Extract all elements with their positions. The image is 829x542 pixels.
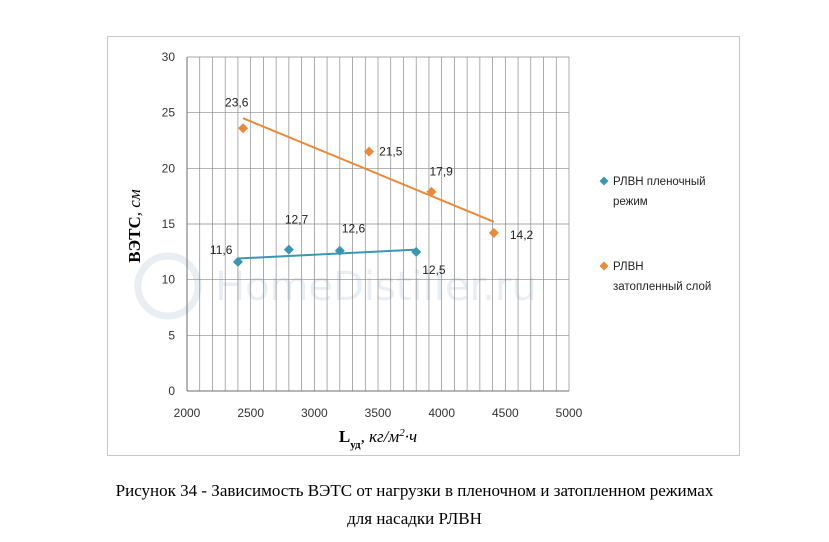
legend-marker-series-1: [599, 176, 609, 186]
watermark-text: HomeDistiller.ru: [215, 264, 537, 310]
legend-label: режим: [613, 196, 648, 208]
data-point-series-2: [488, 227, 499, 238]
data-point-series-1: [334, 245, 345, 256]
x-tick-label: 2500: [237, 406, 264, 420]
data-label: 14,2: [510, 228, 534, 242]
data-point-series-1: [411, 246, 422, 257]
x-tick-label: 3500: [365, 406, 392, 420]
x-tick-label: 4000: [428, 406, 455, 420]
data-point-series-1: [283, 244, 294, 255]
data-label: 12,7: [285, 213, 309, 227]
y-tick-label: 0: [168, 384, 175, 398]
data-label: 12,6: [342, 222, 366, 236]
data-label: 11,6: [210, 243, 233, 257]
y-tick-label: 25: [162, 106, 176, 120]
data-point-series-2: [364, 146, 375, 157]
x-tick-label: 4500: [492, 406, 519, 420]
data-point-series-1: [232, 256, 243, 267]
trendline-series-2: [242, 117, 495, 223]
y-axis-title: ВЭТС, см: [125, 189, 144, 263]
legend-marker-series-2: [599, 261, 609, 271]
data-label: 21,5: [379, 145, 403, 159]
data-point-series-2: [238, 123, 249, 134]
chart-svg: HomeDistiller.ru 2000 2500 3000 3500 4000 4500…: [125, 50, 711, 451]
legend-label: РЛВН: [613, 261, 644, 273]
data-label: 17,9: [429, 165, 453, 179]
y-tick-label: 20: [162, 161, 176, 175]
data-point-series-2: [426, 186, 437, 197]
y-tick-label: 30: [162, 50, 176, 64]
x-tick-label: 2000: [174, 406, 201, 420]
y-tick-label: 10: [162, 273, 176, 287]
data-label: 23,6: [225, 95, 249, 109]
trendline-series-1: [237, 248, 417, 260]
y-tick-label: 5: [168, 328, 175, 342]
data-label: 12,5: [422, 263, 446, 277]
x-axis-title: Lуд, кг/м2·ч: [339, 427, 417, 451]
legend-label: затопленный слой: [613, 281, 711, 293]
legend-label: РЛВН пленочный: [613, 176, 706, 188]
x-tick-label: 5000: [556, 406, 583, 420]
figure-caption-line2: для насадки РЛВН: [347, 509, 482, 528]
x-tick-label: 3000: [301, 406, 328, 420]
figure-caption-line1: Рисунок 34 - Зависимость ВЭТС от нагрузк…: [115, 481, 714, 500]
y-tick-label: 15: [162, 217, 176, 231]
watermark-logo-icon: [134, 252, 202, 320]
